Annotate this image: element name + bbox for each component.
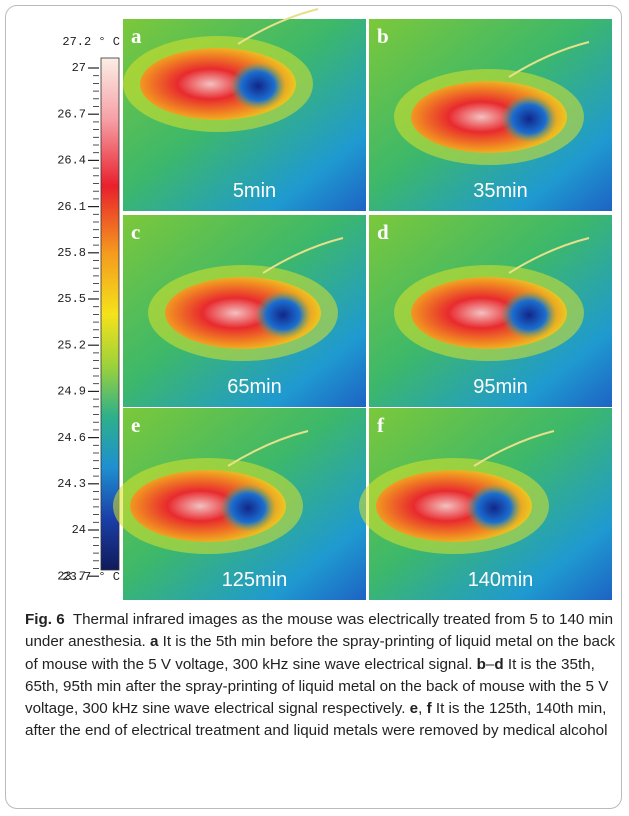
colorbar-tick-label: 26.7 xyxy=(57,107,86,121)
figure: 27.2 ° C 27 26.7 26.4 26.1 25.8 25.5 25.2 24.9 2… xyxy=(6,6,623,606)
thermal-image: f 140min xyxy=(359,408,612,600)
caption-bold: e xyxy=(410,700,418,717)
panel-letter: d xyxy=(377,220,389,244)
panel-letter: a xyxy=(131,24,142,48)
panel-time: 125min xyxy=(222,569,288,591)
colorbar-tick-label: 27 xyxy=(72,61,86,75)
cool-spot xyxy=(466,484,522,532)
caption-bold: b xyxy=(477,656,486,673)
colorbar-tick-label: 26.1 xyxy=(57,200,86,214)
colorbar-tick-label: 25.2 xyxy=(57,338,86,352)
colorbar-tick-label: 25.8 xyxy=(57,246,86,260)
colorbar-tick-label: 26.4 xyxy=(57,154,86,168)
cool-spot xyxy=(501,291,557,339)
panel-letter: e xyxy=(131,413,140,437)
panel-letter: b xyxy=(377,24,389,48)
thermal-image: d 95min xyxy=(369,215,612,407)
panel-time: 95min xyxy=(473,376,527,398)
caption-bold: Fig. 6 xyxy=(25,611,65,628)
cool-spot xyxy=(230,62,286,110)
caption-bold: d xyxy=(494,656,503,673)
colorbar-tick-label: 24.6 xyxy=(57,431,86,445)
colorbar-tick-label: 24.9 xyxy=(57,385,86,399)
page: {"figure": { "colorbar": {"max_label": "… xyxy=(0,0,629,816)
colorbar-tick-label: 24.3 xyxy=(57,477,86,491)
cool-spot xyxy=(220,484,276,532)
panel-time: 35min xyxy=(473,180,527,202)
colorbar-tick-label: 25.5 xyxy=(57,292,86,306)
colorbar-min: 23.7 ° C xyxy=(62,570,120,584)
panel-time: 140min xyxy=(468,569,534,591)
panel-time: 5min xyxy=(233,180,276,202)
caption: Fig. 6 Thermal infrared images as the mo… xyxy=(25,609,621,743)
thermal-image: b 35min xyxy=(369,19,612,211)
caption-text: , xyxy=(418,700,426,717)
thermal-image: c 65min xyxy=(123,215,366,407)
panel-letter: f xyxy=(377,413,385,437)
cool-spot xyxy=(255,291,311,339)
colorbar: 27.2 ° C 27 26.7 26.4 26.1 25.8 25.5 25.2 24.9 2… xyxy=(57,35,120,584)
panel-time: 65min xyxy=(227,376,281,398)
colorbar-max: 27.2 ° C xyxy=(62,35,120,49)
figure-card: 27.2 ° C 27 26.7 26.4 26.1 25.8 25.5 25.2 24.9 2… xyxy=(5,5,622,809)
panel-letter: c xyxy=(131,220,140,244)
colorbar-tick-label: 24 xyxy=(72,523,86,537)
thermal-image: e 125min xyxy=(113,408,366,600)
colorbar-scale xyxy=(101,58,119,570)
cool-spot xyxy=(501,95,557,143)
thermal-image: a 5min xyxy=(123,9,366,211)
